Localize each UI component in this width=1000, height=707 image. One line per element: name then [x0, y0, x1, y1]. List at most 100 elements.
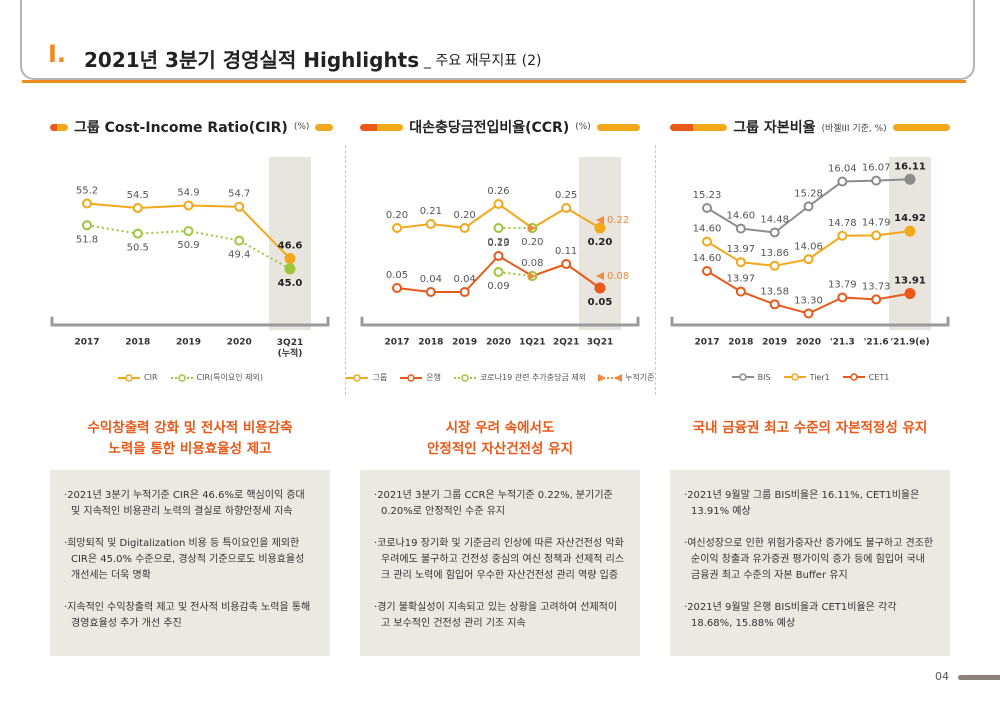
x-tick-label: 2020 — [796, 338, 821, 348]
data-label: 0.11 — [555, 246, 577, 257]
title-decoration — [360, 123, 404, 131]
data-label: 0.20 — [521, 237, 543, 248]
legend-label: 그룹 — [372, 373, 388, 382]
legend-marker — [353, 373, 362, 382]
legend: CIR CIR(특이요인 제외) — [50, 372, 330, 383]
data-point — [183, 226, 194, 237]
bullet: 2021년 9월말 은행 BIS비율과 CET1비율은 각각 18.68%, 1… — [684, 600, 936, 632]
data-label: 55.2 — [76, 186, 98, 197]
legend-marker — [790, 373, 799, 381]
x-tick-label: 2019 — [176, 338, 201, 348]
legend-icon — [842, 373, 865, 381]
highlight-band — [579, 157, 621, 330]
data-point — [425, 219, 436, 229]
legend-marker — [598, 373, 607, 382]
x-tick-label: '21.3 — [830, 338, 855, 348]
data-label: 54.7 — [228, 189, 250, 200]
data-label: 0.20 — [487, 237, 509, 248]
chart-title: 대손충당금전입비율(CCR) — [409, 120, 570, 136]
x-tick-label: 3Q21 — [587, 338, 613, 348]
data-point — [594, 282, 606, 294]
legend-marker — [125, 373, 133, 382]
legend-icon — [453, 373, 476, 382]
bullet: 2021년 3분기 그룹 CCR은 누적기준 0.22%, 분기기준 0.20%… — [374, 488, 626, 520]
legend-icon — [346, 373, 369, 382]
title-decoration — [50, 123, 68, 131]
data-label: 14.06 — [794, 241, 823, 252]
data-point — [284, 253, 296, 265]
data-point — [459, 223, 470, 233]
x-tick-label: 2018 — [728, 338, 753, 348]
data-label: 54.9 — [177, 187, 199, 198]
data-point — [234, 235, 245, 246]
legend-item: CET1 — [842, 372, 889, 382]
headline: 시장 우려 속에서도 안정적인 자산건전성 유지 — [360, 418, 640, 460]
data-label: 14.78 — [828, 218, 857, 229]
page-number: 04 — [935, 670, 949, 683]
data-point — [904, 288, 916, 300]
bullet: 여신성장으로 인한 위험가중자산 증가에도 불구하고 견조한 순이익 창출과 유… — [684, 536, 936, 584]
data-point — [493, 223, 504, 233]
data-label: 50.5 — [127, 243, 149, 254]
data-label: 45.0 — [278, 278, 303, 289]
data-point — [871, 294, 882, 305]
summary-box: 2021년 3분기 누적기준 CIR은 46.6%로 핵심이익 증대 및 지속적… — [50, 470, 330, 656]
legend-item: CIR — [117, 372, 158, 383]
data-label: 51.8 — [76, 234, 98, 245]
chart-header: 그룹 Cost-Income Ratio(CIR) (%) — [50, 116, 334, 138]
data-label: 0.08 — [607, 271, 629, 282]
legend-marker — [407, 373, 415, 382]
data-point — [392, 283, 402, 293]
legend: BIS Tier1 CET1 — [670, 372, 950, 382]
data-label: 13.97 — [727, 244, 756, 255]
data-label: 14.60 — [693, 224, 722, 235]
separator — [345, 145, 346, 395]
headline-line: 국내 금융권 최고 수준의 자본적정성 유지 — [692, 420, 928, 436]
data-label: 0.05 — [588, 297, 613, 308]
data-point — [528, 272, 537, 280]
summary-box: 2021년 9월말 그룹 BIS비율은 16.11%, CET1비율은 13.9… — [670, 470, 950, 656]
data-point — [803, 201, 814, 212]
chart-unit: (%) — [575, 122, 591, 132]
x-tick-label: '21.9(e) — [890, 338, 929, 348]
data-label: 50.9 — [177, 240, 199, 251]
data-label: 15.28 — [794, 188, 823, 199]
legend-item: 은행 — [399, 372, 441, 383]
legend-marker — [614, 373, 623, 382]
data-label: 13.86 — [760, 248, 789, 259]
data-point — [871, 175, 882, 186]
bullet: 희망퇴직 및 Digitalization 비용 등 특이요인을 제외한 CIR… — [64, 536, 316, 584]
legend-label: 누적기준 — [625, 373, 655, 382]
data-label: 0.26 — [487, 186, 509, 197]
data-label: 0.20 — [588, 237, 613, 248]
legend-label: 은행 — [426, 373, 441, 382]
data-label: 13.73 — [862, 281, 891, 292]
x-tick-label: 1Q21 — [519, 338, 545, 348]
legend-item: 그룹 — [345, 372, 387, 383]
title-decoration — [315, 123, 334, 131]
title-decoration — [892, 123, 950, 131]
legend-item: 누적기준 — [598, 372, 655, 383]
data-label: 54.5 — [127, 190, 149, 201]
x-tick-label: '21.6 — [864, 338, 889, 348]
data-point — [596, 272, 604, 280]
data-label: 14.48 — [760, 214, 789, 225]
data-label: 0.09 — [487, 281, 509, 292]
x-tick-label: 2018 — [418, 338, 443, 348]
separator — [655, 145, 656, 395]
headline-line: 수익창출력 강화 및 전사적 비용감축 — [87, 420, 293, 436]
header-rule — [22, 80, 966, 83]
data-label: 14.60 — [693, 253, 722, 264]
data-label: 13.97 — [727, 274, 756, 285]
data-point — [702, 236, 712, 247]
data-point — [493, 267, 504, 277]
bullet: 2021년 3분기 누적기준 CIR은 46.6%로 핵심이익 증대 및 지속적… — [64, 488, 316, 520]
x-tick-label: 2017 — [694, 338, 719, 348]
data-label: 0.04 — [454, 274, 476, 285]
data-label: 14.60 — [727, 211, 756, 222]
legend-icon — [400, 373, 423, 382]
headline: 국내 금융권 최고 수준의 자본적정성 유지 — [670, 418, 950, 439]
data-point — [803, 254, 814, 265]
legend-label: BIS — [757, 372, 771, 382]
